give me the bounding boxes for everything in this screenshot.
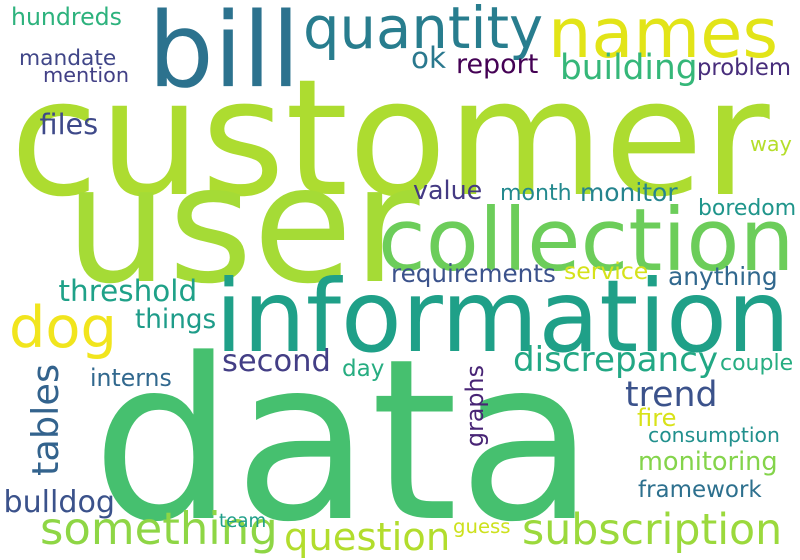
word-mention: mention [43, 63, 130, 87]
word-second: second [222, 343, 331, 379]
word-report: report [456, 48, 539, 80]
word-monitor: monitor [580, 177, 678, 207]
word-names: names [548, 0, 779, 74]
word-month: month [500, 180, 572, 206]
word-data: data [92, 310, 595, 560]
word-monitoring: monitoring [638, 446, 778, 477]
word-collection: collection [378, 189, 795, 291]
word-ok: ok [411, 41, 447, 75]
word-trend: trend [625, 374, 718, 415]
word-boredom: boredom [698, 196, 797, 221]
word-value: value [413, 175, 483, 205]
word-consumption: consumption [648, 423, 780, 447]
word-dog: dog [9, 294, 117, 361]
word-problem: problem [697, 54, 791, 81]
word-couple: couple [720, 350, 794, 376]
word-mandate: mandate [19, 45, 117, 71]
word-subscription: subscription [522, 504, 783, 555]
word-anything: anything [668, 261, 778, 291]
word-service: service [564, 257, 649, 285]
word-things: things [135, 305, 217, 335]
word-guess: guess [453, 515, 511, 538]
word-something: something [40, 502, 278, 555]
word-framework: framework [638, 477, 762, 503]
word-day: day [342, 356, 385, 382]
word-quantity: quantity [303, 0, 544, 62]
word-interns: interns [90, 363, 172, 392]
word-bulldog: bulldog [3, 484, 116, 520]
word-bill: bill [148, 0, 301, 111]
word-graphs: graphs [461, 365, 489, 447]
word-building: building [560, 48, 698, 88]
word-information: information [215, 258, 791, 375]
word-customer: customer [10, 44, 770, 233]
word-discrepancy: discrepancy [513, 339, 719, 380]
word-question: question [284, 515, 451, 560]
word-way: way [750, 131, 792, 156]
word-tables: tables [23, 363, 67, 476]
word-files: files [39, 107, 99, 141]
word-hundreds: hundreds [11, 2, 122, 31]
word-team: team [219, 511, 267, 532]
word-user: user [65, 130, 420, 320]
word-fire: fire [637, 403, 677, 432]
word-requirements: requirements [391, 258, 556, 288]
word-threshold: threshold [58, 273, 198, 308]
